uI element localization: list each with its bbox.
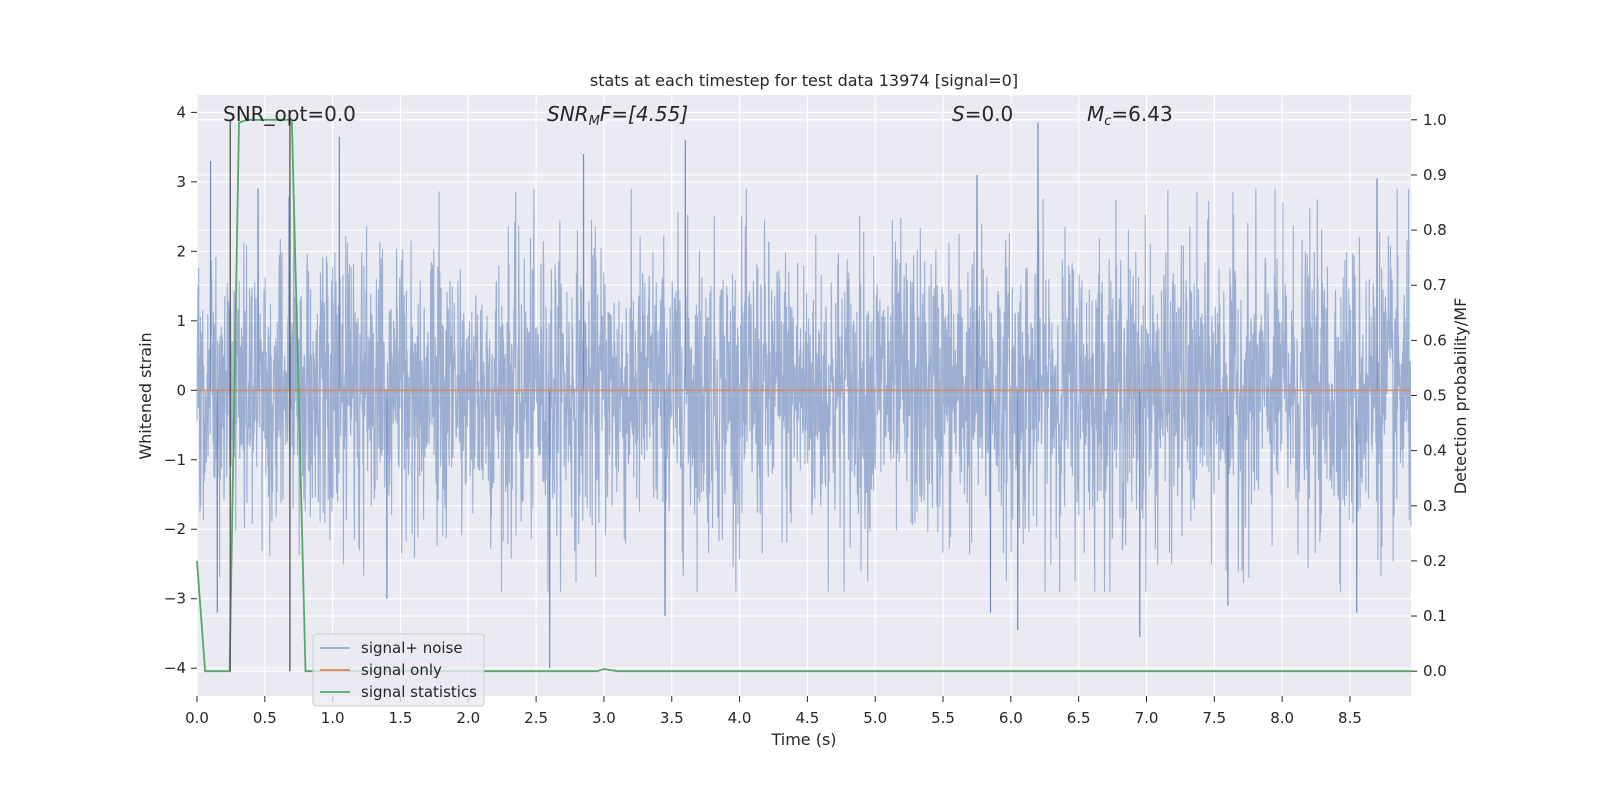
mc-rest: =6.43 bbox=[1111, 102, 1172, 126]
x-tick-label-0: 0.0 bbox=[185, 709, 209, 727]
y-tick-label-3: 1 bbox=[176, 312, 186, 330]
y2-tick-label-10: 0.0 bbox=[1423, 662, 1447, 680]
legend-box bbox=[312, 633, 485, 707]
y2-tick-label-8: 0.2 bbox=[1423, 552, 1447, 570]
x-tick-label-17: 8.5 bbox=[1338, 709, 1362, 727]
legend-label-signal: signal only bbox=[361, 661, 442, 679]
legend-label-stats: signal statistics bbox=[361, 683, 477, 701]
y2-tick-label-0: 1.0 bbox=[1423, 111, 1447, 129]
x-tick-label-11: 5.5 bbox=[931, 709, 955, 727]
y-tick-label-0: 4 bbox=[176, 103, 186, 121]
legend: signal+ noise signal only signal statist… bbox=[312, 633, 485, 707]
y-tick-label-7: −3 bbox=[164, 590, 186, 608]
x-tick-label-5: 2.5 bbox=[524, 709, 548, 727]
y-tick-label-8: −4 bbox=[164, 659, 186, 677]
x-tick-label-16: 8.0 bbox=[1270, 709, 1294, 727]
y2-tick-label-9: 0.1 bbox=[1423, 607, 1447, 625]
y-axis-right: 1.0 0.9 0.8 0.7 0.6 0.5 0.4 0.3 0.2 0.1 0.0 bbox=[1411, 111, 1447, 680]
y2-tick-label-4: 0.6 bbox=[1423, 331, 1447, 349]
s-var: S bbox=[952, 102, 965, 126]
x-tick-label-7: 3.5 bbox=[660, 709, 684, 727]
mc-sub: c bbox=[1104, 114, 1111, 129]
x-tick-label-12: 6.0 bbox=[999, 709, 1023, 727]
y2-tick-label-3: 0.7 bbox=[1423, 276, 1447, 294]
y-tick-label-2: 2 bbox=[176, 242, 186, 260]
snr-mf-rest: F=[4.55] bbox=[600, 102, 688, 126]
series-signal-noise bbox=[196, 122, 1412, 669]
x-tick-label-10: 5.0 bbox=[863, 709, 887, 727]
x-tick-label-6: 3.0 bbox=[592, 709, 616, 727]
x-tick-label-14: 7.0 bbox=[1135, 709, 1159, 727]
annotation-snr-mf: SNRMF=[4.55] bbox=[547, 102, 688, 129]
x-axis: 0.0 0.5 1.0 1.5 2.0 2.5 3.0 3.5 4.0 4.5 5.0 5.5 6.0 6… bbox=[185, 696, 1362, 727]
y-tick-label-5: −1 bbox=[164, 451, 186, 469]
snr-mf-base: SNR bbox=[547, 102, 589, 126]
x-tick-label-2: 1.0 bbox=[321, 709, 345, 727]
x-tick-label-9: 4.5 bbox=[795, 709, 819, 727]
x-tick-label-4: 2.0 bbox=[456, 709, 480, 727]
annotation-mc: Mc=6.43 bbox=[1087, 102, 1173, 129]
chart-title: stats at each timestep for test data 139… bbox=[590, 71, 1018, 90]
y-tick-label-4: 0 bbox=[176, 381, 186, 399]
y2-tick-label-5: 0.5 bbox=[1423, 387, 1447, 405]
x-tick-label-15: 7.5 bbox=[1202, 709, 1226, 727]
annotation-snr-opt: SNR_opt=0.0 bbox=[223, 102, 356, 126]
y2-axis-label: Detection probability/MF bbox=[1451, 298, 1470, 495]
x-tick-label-3: 1.5 bbox=[389, 709, 413, 727]
y-axis-left: 4 3 2 1 0 −1 −2 −3 −4 bbox=[164, 103, 197, 677]
y-tick-label-6: −2 bbox=[164, 520, 186, 538]
s-rest: =0.0 bbox=[965, 102, 1014, 126]
y2-tick-label-1: 0.9 bbox=[1423, 166, 1447, 184]
y2-tick-label-2: 0.8 bbox=[1423, 221, 1447, 239]
snr-mf-sub: M bbox=[589, 114, 600, 129]
y2-tick-label-6: 0.4 bbox=[1423, 442, 1447, 460]
x-axis-label: Time (s) bbox=[770, 730, 836, 749]
marker-lines bbox=[229, 119, 291, 672]
annotation-s: S=0.0 bbox=[952, 102, 1013, 126]
y2-tick-label-7: 0.3 bbox=[1423, 497, 1447, 515]
y-axis-label: Whitened strain bbox=[136, 332, 155, 459]
y-tick-label-1: 3 bbox=[176, 173, 186, 191]
x-tick-label-13: 6.5 bbox=[1067, 709, 1091, 727]
x-tick-label-1: 0.5 bbox=[253, 709, 277, 727]
mc-var: M bbox=[1087, 102, 1104, 126]
legend-label-noise: signal+ noise bbox=[361, 639, 463, 657]
x-tick-label-8: 4.0 bbox=[728, 709, 752, 727]
